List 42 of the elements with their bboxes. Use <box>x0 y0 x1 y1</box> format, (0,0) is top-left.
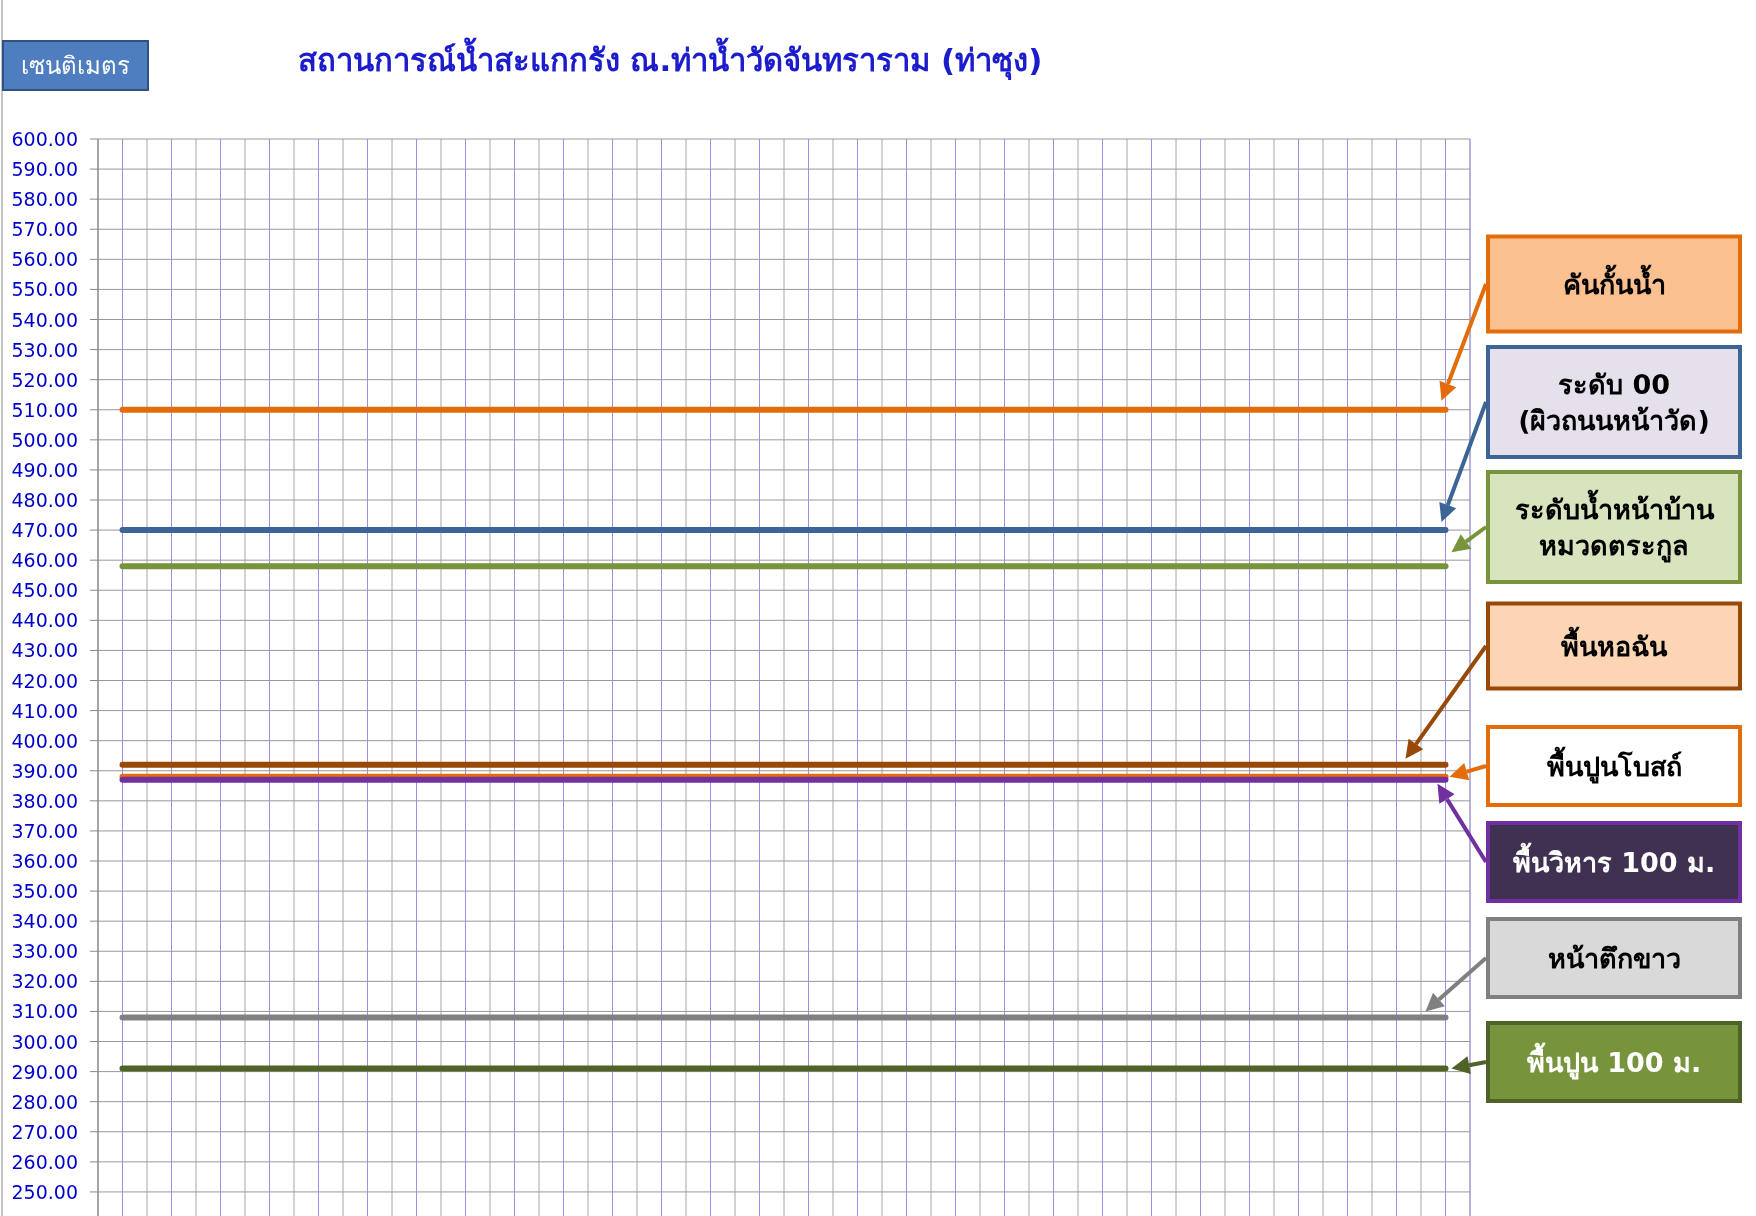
y-tick-label: 270.00 <box>11 1120 78 1143</box>
y-tick-label: 350.00 <box>11 880 78 903</box>
y-tick-label: 300.00 <box>11 1030 78 1053</box>
legend-label: พื้นปูนโบสถ์ <box>1546 745 1682 784</box>
y-tick-label: 390.00 <box>11 759 78 782</box>
y-tick-label: 380.00 <box>11 789 78 812</box>
y-tick-label: 600.00 <box>11 128 78 150</box>
y-tick-label: 570.00 <box>11 218 78 241</box>
y-tick-label: 320.00 <box>11 970 78 993</box>
y-tick-label: 560.00 <box>11 248 78 271</box>
y-tick-label: 580.00 <box>11 188 78 211</box>
y-tick-label: 500.00 <box>11 428 78 451</box>
legend-label: พื้นปูน 100 ม. <box>1526 1041 1702 1080</box>
y-tick-label: 400.00 <box>11 729 78 752</box>
y-tick-label: 250.00 <box>11 1180 78 1203</box>
y-tick-label: 590.00 <box>11 158 78 181</box>
y-tick-label: 280.00 <box>11 1090 78 1113</box>
y-tick-label: 340.00 <box>11 910 78 933</box>
y-tick-label: 370.00 <box>11 819 78 842</box>
y-tick-label: 520.00 <box>11 368 78 391</box>
y-tick-label: 410.00 <box>11 699 78 722</box>
y-tick-label: 440.00 <box>11 609 78 632</box>
y-tick-label: 460.00 <box>11 549 78 572</box>
chart-title: สถานการณ์น้ำสะแกกรัง ณ.ท่าน้ำวัดจันทราราม (ท่าซุง) <box>297 37 1043 80</box>
y-tick-label: 430.00 <box>11 639 78 662</box>
y-tick-label: 330.00 <box>11 940 78 963</box>
y-tick-label: 480.00 <box>11 489 78 512</box>
y-tick-label: 550.00 <box>11 278 78 301</box>
y-tick-label: 290.00 <box>11 1060 78 1083</box>
y-tick-label: 490.00 <box>11 458 78 481</box>
y-axis-title: เซนติเมตร <box>20 52 130 80</box>
y-tick-label: 450.00 <box>11 579 78 602</box>
y-tick-label: 310.00 <box>11 1000 78 1023</box>
y-tick-label: 260.00 <box>11 1150 78 1173</box>
ylabel: เซนติเมตร <box>2 40 149 91</box>
y-tick-label: 420.00 <box>11 669 78 692</box>
y-tick-label: 540.00 <box>11 308 78 331</box>
y-tick-label: 470.00 <box>11 519 78 542</box>
y-tick-label: 530.00 <box>11 338 78 361</box>
y-tick-label: 510.00 <box>11 398 78 421</box>
y-tick-label: 360.00 <box>11 850 78 873</box>
legend-label: ระดับน้ำหน้าบ้าน หมวดตระกูล <box>1514 488 1715 563</box>
